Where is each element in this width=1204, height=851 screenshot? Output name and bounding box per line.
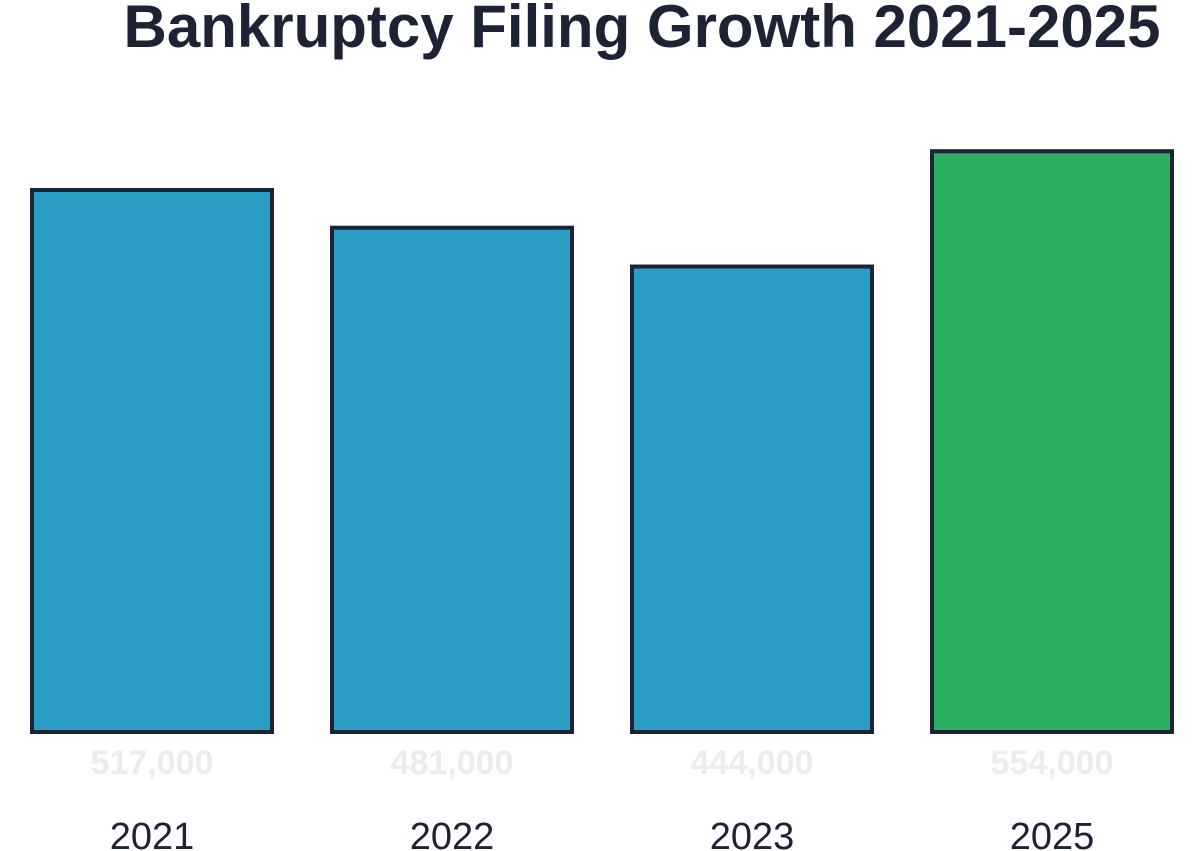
x-tick-label-2025: 2025 xyxy=(1010,816,1095,851)
data-label-2022: 481,000 xyxy=(391,744,514,782)
x-tick-label-2022: 2022 xyxy=(410,816,495,851)
data-labels-group: 517,000 481,000 444,000 554,000 xyxy=(91,744,1114,782)
bars-group xyxy=(30,149,1174,734)
data-label-2025: 554,000 xyxy=(991,744,1114,782)
data-label-2021: 517,000 xyxy=(91,744,214,782)
x-tick-label-2021: 2021 xyxy=(110,816,195,851)
bar-2022 xyxy=(330,225,574,734)
bar-2021 xyxy=(30,187,274,734)
data-label-2023: 444,000 xyxy=(691,744,814,782)
bar-2025 xyxy=(930,149,1174,734)
bar-2023 xyxy=(630,264,874,734)
chart-title: Bankruptcy Filing Growth 2021-2025 xyxy=(124,0,1161,60)
x-tick-label-2023: 2023 xyxy=(710,816,795,851)
x-axis-ticks: 2021 2022 2023 2025 xyxy=(110,816,1095,851)
